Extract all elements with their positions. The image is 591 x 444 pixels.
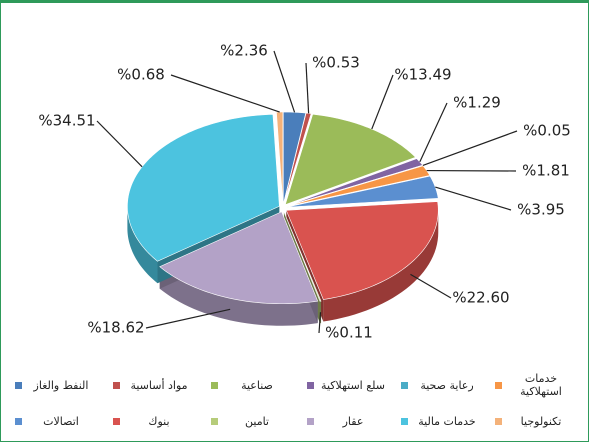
legend-item: تامين <box>211 407 290 435</box>
legend-label: النفط والغاز <box>33 378 89 392</box>
legend-swatch <box>211 417 218 425</box>
legend-label: صناعية <box>241 378 273 392</box>
pie-slice <box>286 165 431 207</box>
leader-line <box>170 74 280 113</box>
data-label: %0.53 <box>312 54 360 72</box>
leader-line <box>318 312 322 334</box>
pie-side <box>323 210 439 322</box>
pie-side <box>159 266 318 326</box>
legend-label: مواد أساسية <box>130 378 188 392</box>
leader-line <box>422 130 518 167</box>
legend-label: رعاية صحية <box>420 378 474 392</box>
chart: %2.36 %0.53 %13.49%1.29 %0.05 %1.81 %3.95 %22.… <box>38 42 571 342</box>
legend-label: سلع استهلاكية <box>321 378 385 392</box>
legend-swatch <box>113 381 120 389</box>
legend-swatch <box>113 417 120 425</box>
pie-slice <box>285 201 439 300</box>
data-label: %0.05 <box>523 122 571 140</box>
pie-slice <box>159 211 319 305</box>
data-label: %2.36 <box>220 42 268 60</box>
leader-line <box>96 120 143 168</box>
data-label: %1.81 <box>522 162 570 180</box>
legend-item: خدمات مالية <box>401 407 480 435</box>
legend-item: بنوك <box>113 407 192 435</box>
legend-swatch <box>15 381 22 389</box>
legend-item: عقار <box>307 407 386 435</box>
pie-tops <box>127 111 439 305</box>
data-label: %34.51 <box>38 112 95 130</box>
leader-line <box>371 74 394 130</box>
data-label: %13.49 <box>394 66 451 84</box>
legend-swatch <box>401 381 408 389</box>
legend-item: سلع استهلاكية <box>307 371 386 399</box>
legend-swatch <box>307 417 314 425</box>
legend-item: صناعية <box>211 371 290 399</box>
legend-label: عقار <box>342 414 364 428</box>
data-label: %22.60 <box>452 289 509 307</box>
legend-label: خدمات استهلاكية <box>520 372 562 398</box>
leader-line <box>273 50 296 113</box>
pie-slice <box>283 112 312 205</box>
leader-line <box>305 62 310 114</box>
data-label: %0.68 <box>117 66 165 84</box>
leader-line <box>145 308 231 329</box>
legend-item: اتصالات <box>15 407 94 435</box>
pie-slice <box>282 111 307 205</box>
legend-label: تامين <box>245 414 269 428</box>
pie-slice <box>276 111 284 205</box>
legend-swatch <box>15 417 22 425</box>
legend-label: اتصالات <box>43 414 79 428</box>
pie-side <box>127 206 158 284</box>
legend-swatch <box>211 381 218 389</box>
pie-slice <box>283 211 322 302</box>
legend-swatch <box>307 381 314 389</box>
legend-label: خدمات مالية <box>418 414 476 428</box>
leader-line <box>410 273 452 299</box>
data-label: %3.95 <box>517 201 565 219</box>
legend-swatch <box>401 417 408 425</box>
legend-label: تكنولوجيا <box>520 414 562 428</box>
legend-swatch <box>495 417 502 425</box>
legend-item: تكنولوجيا <box>495 407 574 435</box>
data-label: %1.29 <box>453 94 501 112</box>
data-label: %18.62 <box>87 319 144 337</box>
legend-label: بنوك <box>148 414 170 428</box>
legend-item: النفط والغاز <box>15 371 94 399</box>
legend-item: رعاية صحية <box>401 371 480 399</box>
leader-line <box>419 102 448 163</box>
legend-item: خدمات استهلاكية <box>495 371 574 399</box>
legend-swatch <box>495 381 502 389</box>
pie-slice <box>284 113 417 206</box>
data-label: %0.11 <box>325 324 373 342</box>
leader-line <box>435 186 512 211</box>
pie-slice <box>127 114 280 262</box>
legend-item: مواد أساسية <box>113 371 192 399</box>
